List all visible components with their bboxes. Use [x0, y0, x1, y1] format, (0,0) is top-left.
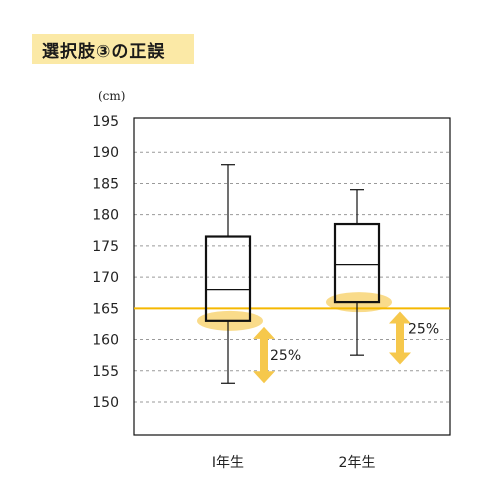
y-tick-label: 195 — [92, 114, 119, 130]
y-tick-label: 190 — [92, 145, 119, 161]
percent-label: 25% — [408, 321, 439, 337]
plot-border — [133, 117, 451, 436]
y-tick-label: 180 — [92, 208, 119, 224]
double-arrow — [389, 311, 411, 365]
chart-title: 選択肢③の正誤 — [32, 34, 194, 64]
box-iqr — [204, 235, 252, 322]
x-category-label: I年生 — [212, 455, 244, 471]
y-tick-label: 185 — [92, 176, 119, 192]
y-tick-label: 170 — [92, 270, 119, 286]
x-category-label: 2年生 — [339, 455, 376, 471]
y-axis-unit: (cm) — [98, 89, 125, 103]
y-tick-label: 175 — [92, 239, 119, 255]
box-iqr — [333, 222, 381, 304]
percent-label: 25% — [270, 348, 301, 364]
y-tick-label: 165 — [92, 301, 119, 317]
double-arrow — [253, 326, 275, 384]
y-tick-label: 160 — [92, 333, 119, 349]
y-tick-label: 155 — [92, 364, 119, 380]
y-tick-label: 150 — [92, 395, 119, 411]
